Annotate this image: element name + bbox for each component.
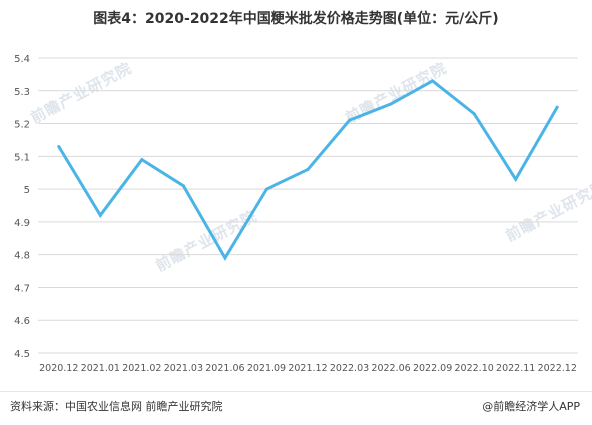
data-point bbox=[431, 79, 435, 83]
chart-title: 图表4：2020-2022年中国粳米批发价格走势图(单位：元/公斤) bbox=[93, 11, 499, 27]
data-point bbox=[555, 105, 559, 109]
x-tick-label: 2021.12 bbox=[288, 363, 327, 374]
brand-label: @前瞻经济学人APP bbox=[482, 400, 580, 413]
y-tick-label: 5.3 bbox=[14, 87, 30, 98]
x-tick-label: 2021.01 bbox=[81, 363, 120, 374]
data-point bbox=[57, 145, 61, 148]
x-tick-label: 2022.03 bbox=[330, 363, 369, 374]
data-point bbox=[514, 177, 518, 181]
data-point bbox=[223, 256, 227, 260]
x-tick-label: 2022.12 bbox=[538, 363, 577, 374]
y-tick-label: 4.5 bbox=[14, 349, 30, 360]
y-tick-label: 4.8 bbox=[14, 251, 30, 262]
data-point bbox=[306, 167, 310, 171]
data-point bbox=[181, 184, 185, 188]
y-tick-label: 5.4 bbox=[14, 54, 30, 65]
y-tick-label: 4.7 bbox=[14, 283, 30, 294]
data-point bbox=[348, 118, 352, 122]
x-tick-label: 2020.12 bbox=[39, 363, 78, 374]
x-tick-label: 2021.03 bbox=[164, 363, 203, 374]
x-tick-label: 2022.09 bbox=[413, 363, 452, 374]
x-tick-label: 2021.02 bbox=[122, 363, 161, 374]
y-tick-label: 4.9 bbox=[14, 218, 30, 229]
x-tick-label: 2021.06 bbox=[205, 363, 244, 374]
data-point bbox=[98, 213, 102, 217]
y-tick-label: 5.1 bbox=[14, 152, 30, 163]
x-tick-label: 2022.06 bbox=[371, 363, 410, 374]
data-point bbox=[472, 112, 476, 116]
source-note: 资料来源：中国农业信息网 前瞻产业研究院 bbox=[10, 400, 223, 413]
x-tick-label: 2022.10 bbox=[455, 363, 494, 374]
data-point bbox=[140, 158, 144, 162]
data-point bbox=[389, 102, 393, 106]
x-tick-label: 2021.09 bbox=[247, 363, 286, 374]
y-tick-label: 5.2 bbox=[14, 120, 30, 131]
x-tick-label: 2022.11 bbox=[496, 363, 535, 374]
data-point bbox=[264, 187, 268, 191]
footer: 资料来源：中国农业信息网 前瞻产业研究院 @前瞻经济学人APP bbox=[0, 391, 592, 425]
y-tick-label: 5 bbox=[24, 185, 30, 196]
y-tick-label: 4.6 bbox=[14, 316, 30, 327]
